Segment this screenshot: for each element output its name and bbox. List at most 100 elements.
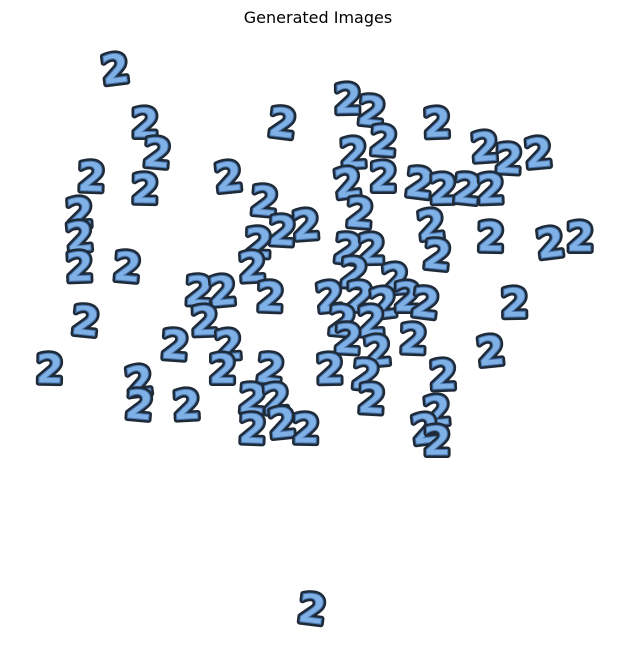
scatter-point-0: 22: [96, 42, 135, 97]
digit-marker: 2: [65, 245, 94, 292]
scatter-point-38: 22: [335, 247, 372, 301]
digit-marker-outline: 2: [238, 407, 267, 454]
digit-marker-outline: 2: [131, 167, 160, 213]
digit-marker: 2: [141, 130, 173, 178]
digit-marker-outline: 2: [429, 167, 458, 213]
digit-marker: 2: [338, 250, 369, 298]
scatter-point-47: 22: [406, 276, 445, 331]
digit-marker-outline: 2: [393, 275, 421, 321]
scatter-point-34: 22: [418, 229, 456, 284]
digit-marker: 2: [254, 345, 287, 394]
digit-marker: 2: [331, 159, 364, 208]
digit-marker-outline: 2: [345, 275, 374, 321]
digit-marker: 2: [429, 167, 458, 213]
scatter-point-64: 22: [346, 349, 384, 404]
digit-marker: 2: [212, 154, 244, 203]
scatter-point-48: 22: [497, 278, 532, 330]
digit-marker-outline: 2: [399, 317, 428, 364]
scatter-point-69: 22: [258, 373, 295, 427]
digit-marker: 2: [477, 215, 506, 261]
scatter-point-20: 22: [473, 164, 508, 217]
digit-marker: 2: [475, 328, 507, 377]
digit-marker: 2: [344, 190, 375, 238]
digit-marker-outline: 2: [333, 77, 362, 123]
scatter-point-44: 22: [342, 272, 377, 324]
digit-marker-outline: 2: [172, 382, 202, 429]
digit-marker-outline: 2: [131, 101, 159, 147]
digit-marker: 2: [357, 376, 387, 423]
digit-marker-outline: 2: [244, 221, 273, 268]
digit-marker: 2: [494, 136, 524, 183]
digit-marker: 2: [409, 279, 442, 328]
scatter-point-7: 22: [336, 127, 372, 180]
scatter-point-36: 22: [108, 241, 146, 295]
digit-marker-outline: 2: [344, 190, 375, 238]
scatter-point-72: 22: [235, 404, 270, 457]
digit-marker: 2: [421, 232, 453, 281]
scatter-point-33: 22: [354, 224, 389, 276]
digit-marker-outline: 2: [209, 347, 237, 393]
scatter-point-1: 22: [128, 98, 162, 150]
digit-marker: 2: [244, 221, 273, 268]
scatter-point-65: 22: [425, 350, 460, 403]
digit-marker: 2: [331, 225, 364, 274]
digit-marker-outline: 2: [159, 322, 190, 370]
scatter-point-15: 22: [328, 156, 367, 211]
scatter-point-13: 22: [209, 151, 247, 206]
scatter-point-3: 22: [330, 74, 365, 126]
digit-marker-outline: 2: [500, 281, 529, 327]
digit-marker: 2: [256, 275, 285, 322]
digit-marker-outline: 2: [422, 101, 451, 148]
digit-marker-outline: 2: [566, 215, 594, 261]
scatter-point-67: 22: [169, 379, 205, 432]
digit-marker-outline: 2: [237, 376, 268, 424]
digit-marker: 2: [362, 328, 394, 376]
scatter-point-4: 22: [352, 85, 390, 140]
digit-marker: 2: [355, 88, 387, 137]
digit-marker: 2: [357, 227, 386, 273]
digit-marker: 2: [291, 202, 322, 250]
digit-marker: 2: [131, 167, 160, 213]
scatter-point-73: 22: [263, 397, 301, 452]
scatter-point-18: 22: [426, 164, 461, 216]
digit-marker: 2: [207, 268, 239, 316]
scatter-point-76: 22: [420, 416, 454, 468]
scatter-point-68: 22: [234, 373, 271, 427]
digit-marker-outline: 2: [476, 167, 505, 214]
digit-marker: 2: [267, 208, 297, 255]
scatter-point-57: 22: [396, 314, 431, 367]
digit-marker: 2: [339, 130, 369, 177]
scatter-point-25: 22: [264, 205, 300, 258]
scatter-point-61: 22: [206, 344, 240, 396]
scatter-point-11: 22: [520, 127, 558, 181]
digit-marker-outline: 2: [64, 190, 94, 237]
digit-marker-outline: 2: [494, 136, 524, 183]
scatter-point-14: 22: [128, 164, 163, 216]
digit-marker: 2: [370, 155, 398, 201]
digit-marker-outline: 2: [477, 215, 506, 261]
chart-title: Generated Images: [244, 8, 392, 27]
digit-marker-outline: 2: [77, 155, 106, 202]
digit-marker: 2: [64, 190, 94, 237]
digit-marker-outline: 2: [423, 419, 451, 465]
digit-marker-outline: 2: [428, 353, 457, 400]
digit-marker: 2: [111, 244, 143, 292]
scatter-point-74: 22: [289, 404, 324, 456]
digit-marker-outline: 2: [190, 299, 219, 346]
digit-marker-outline: 2: [261, 376, 292, 424]
digit-marker: 2: [393, 275, 421, 321]
digit-marker: 2: [421, 388, 453, 436]
digit-marker-outline: 2: [333, 316, 363, 363]
digit-marker: 2: [190, 299, 219, 346]
scatter-point-8: 22: [365, 115, 402, 169]
scatter-point-39: 22: [377, 253, 414, 307]
digit-marker-outline: 2: [184, 268, 214, 315]
digit-marker-outline: 2: [380, 256, 411, 304]
digit-marker-outline: 2: [316, 347, 345, 393]
digit-marker: 2: [399, 317, 428, 364]
digit-marker-outline: 2: [292, 407, 321, 453]
scatter-point-29: 22: [474, 212, 509, 264]
digit-marker: 2: [423, 419, 451, 465]
